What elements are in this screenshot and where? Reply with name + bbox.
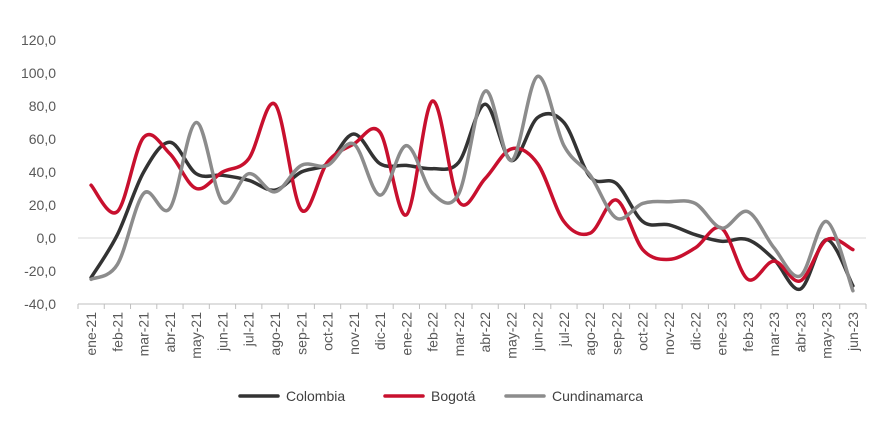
x-tick-label: may-23 — [819, 312, 835, 359]
x-tick-label: sep-22 — [608, 312, 624, 355]
x-tick-label: may-22 — [503, 312, 519, 359]
legend-label: Colombia — [286, 388, 345, 404]
x-tick-label: ago-21 — [267, 312, 283, 356]
y-tick-label: 20,0 — [29, 197, 56, 213]
x-tick-label: dic-22 — [687, 312, 703, 350]
x-tick-label: mar-21 — [136, 312, 152, 357]
x-tick-label: abr-21 — [162, 312, 178, 353]
x-tick-label: jun-21 — [214, 312, 230, 352]
x-tick-label: jun-23 — [845, 312, 861, 352]
x-tick-label: jun-22 — [530, 312, 546, 352]
y-tick-label: 60,0 — [29, 131, 56, 147]
x-tick-label: abr-22 — [477, 312, 493, 353]
y-tick-label: 100,0 — [21, 65, 56, 81]
x-tick-label: mar-22 — [451, 312, 467, 357]
y-axis-ticks: -40,0 -20,0 0,0 20,0 40,0 60,0 80,0 100,0 120,0 — [21, 32, 56, 312]
y-tick-label: -40,0 — [24, 296, 56, 312]
series-lines — [89, 74, 855, 293]
legend-label: Cundinamarca — [552, 388, 643, 404]
legend: Colombia Bogotá Cundinamarca — [238, 388, 643, 404]
x-tick-label: feb-21 — [109, 312, 125, 352]
x-tick-label: jul-21 — [241, 312, 257, 347]
x-tick-label: feb-22 — [425, 312, 441, 352]
x-tick-label: dic-21 — [372, 312, 388, 350]
x-tick-label: oct-21 — [320, 312, 336, 351]
legend-label: Bogotá — [431, 388, 476, 404]
x-tick-label: nov-21 — [346, 312, 362, 355]
y-tick-label: 80,0 — [29, 98, 56, 114]
y-tick-label: 120,0 — [21, 32, 56, 48]
x-tick-label: ene-21 — [83, 312, 99, 356]
x-tick-label: nov-22 — [661, 312, 677, 355]
x-tick-label: mar-23 — [766, 312, 782, 357]
y-tick-label: 0,0 — [37, 230, 57, 246]
x-tick-label: may-21 — [188, 312, 204, 359]
x-tick-label: oct-22 — [635, 312, 651, 351]
x-tick-label: feb-23 — [740, 312, 756, 352]
x-tick-label: ago-22 — [582, 312, 598, 356]
x-tick-label: sep-21 — [293, 312, 309, 355]
y-tick-label: 40,0 — [29, 164, 56, 180]
x-tick-label: abr-23 — [792, 312, 808, 353]
x-tick-label: jul-22 — [556, 312, 572, 347]
x-axis-ticks: ene-21 feb-21 mar-21 abr-21 may-21 jun-21 jul-… — [77, 304, 867, 359]
y-tick-label: -20,0 — [24, 263, 56, 279]
series-line-cundinamarca — [89, 74, 855, 293]
x-tick-label: ene-22 — [398, 312, 414, 356]
x-tick-label: ene-23 — [714, 312, 730, 356]
